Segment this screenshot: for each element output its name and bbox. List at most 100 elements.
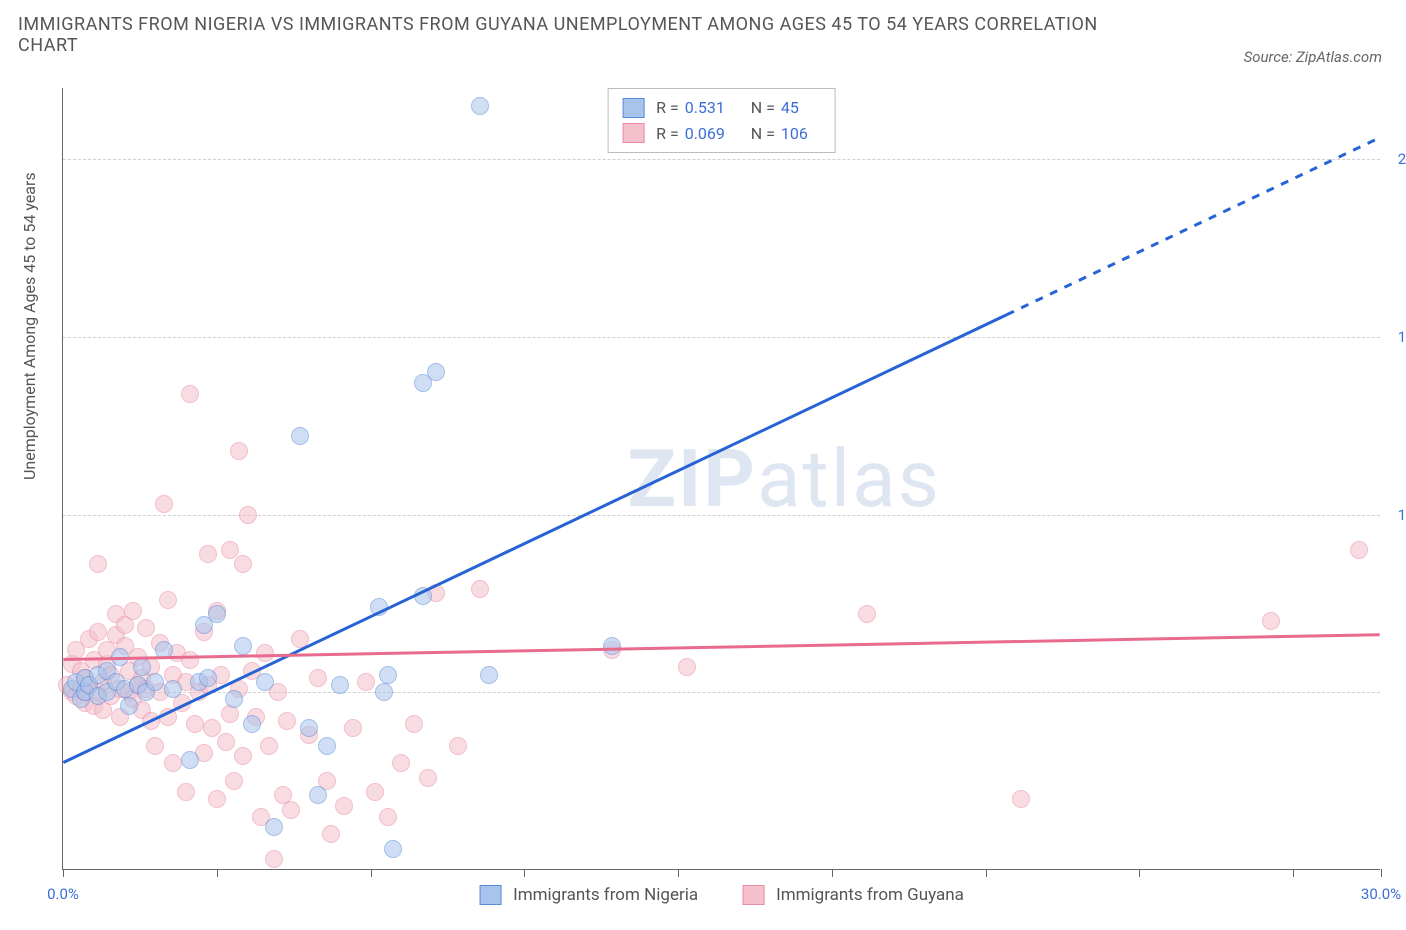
point-nigeria [300, 719, 318, 737]
swatch-guyana-icon [742, 885, 764, 905]
point-guyana [159, 591, 177, 609]
y-tick-label: 20.0% [1398, 150, 1406, 168]
point-nigeria [379, 666, 397, 684]
point-guyana [159, 708, 177, 726]
point-nigeria [234, 637, 252, 655]
point-nigeria [133, 658, 151, 676]
point-nigeria [265, 818, 283, 836]
y-axis-label: Unemployment Among Ages 45 to 54 years [20, 172, 39, 480]
point-guyana [89, 555, 107, 573]
gridline [63, 337, 1380, 338]
point-nigeria [120, 697, 138, 715]
point-guyana [142, 712, 160, 730]
point-guyana [208, 790, 226, 808]
point-guyana [366, 783, 384, 801]
point-guyana [146, 737, 164, 755]
point-nigeria [146, 673, 164, 691]
x-tick-label: 30.0% [1361, 885, 1401, 903]
legend-row-nigeria: R = 0.531 N = 45 [622, 95, 821, 121]
point-guyana [225, 772, 243, 790]
y-tick-label: 15.0% [1398, 328, 1406, 346]
point-guyana [291, 630, 309, 648]
point-guyana [471, 580, 489, 598]
legend-item-nigeria: Immigrants from Nigeria [479, 885, 698, 905]
point-nigeria [471, 97, 489, 115]
point-guyana [199, 545, 217, 563]
point-guyana [278, 712, 296, 730]
swatch-guyana [622, 123, 644, 143]
point-nigeria [384, 840, 402, 858]
x-tick [524, 869, 525, 877]
x-tick [217, 869, 218, 877]
point-nigeria [199, 669, 217, 687]
x-tick [371, 869, 372, 877]
point-guyana [1350, 541, 1368, 559]
legend-item-guyana: Immigrants from Guyana [742, 885, 964, 905]
legend-row-guyana: R = 0.069 N = 106 [622, 121, 821, 147]
point-guyana [678, 658, 696, 676]
legend-series: Immigrants from Nigeria Immigrants from … [479, 885, 964, 905]
point-guyana [419, 769, 437, 787]
x-tick-label: 0.0% [47, 885, 79, 903]
swatch-nigeria-icon [479, 885, 501, 905]
point-nigeria [427, 363, 445, 381]
point-guyana [124, 602, 142, 620]
x-tick [1381, 869, 1382, 877]
point-nigeria [331, 676, 349, 694]
point-nigeria [208, 605, 226, 623]
gridline [63, 159, 1380, 160]
point-guyana [357, 673, 375, 691]
point-guyana [239, 506, 257, 524]
point-guyana [234, 747, 252, 765]
point-nigeria [603, 637, 621, 655]
point-guyana [230, 442, 248, 460]
point-nigeria [181, 751, 199, 769]
gridline [63, 692, 1380, 693]
chart-plot-area: ZIPatlas R = 0.531 N = 45 R = 0.069 N = … [62, 88, 1380, 870]
x-tick [1293, 869, 1294, 877]
point-guyana [221, 541, 239, 559]
point-guyana [309, 669, 327, 687]
y-tick-label: 10.0% [1398, 506, 1406, 524]
legend-statistics: R = 0.531 N = 45 R = 0.069 N = 106 [607, 88, 836, 153]
point-nigeria [480, 666, 498, 684]
x-tick [678, 869, 679, 877]
point-guyana [260, 737, 278, 755]
point-guyana [344, 719, 362, 737]
x-tick [832, 869, 833, 877]
swatch-nigeria [622, 98, 644, 118]
point-guyana [265, 850, 283, 868]
point-nigeria [225, 690, 243, 708]
point-guyana [181, 385, 199, 403]
x-tick [986, 869, 987, 877]
source-attribution: Source: ZipAtlas.com [1244, 48, 1382, 66]
point-guyana [181, 651, 199, 669]
point-nigeria [318, 737, 336, 755]
point-guyana [335, 797, 353, 815]
point-guyana [392, 754, 410, 772]
point-nigeria [414, 587, 432, 605]
watermark: ZIPatlas [627, 432, 940, 526]
gridline [63, 515, 1380, 516]
point-nigeria [155, 641, 173, 659]
point-guyana [155, 495, 173, 513]
x-tick [1139, 869, 1140, 877]
point-nigeria [309, 786, 327, 804]
point-nigeria [164, 680, 182, 698]
point-nigeria [243, 715, 261, 733]
point-guyana [379, 808, 397, 826]
point-guyana [322, 825, 340, 843]
point-guyana [217, 733, 235, 751]
point-nigeria [370, 598, 388, 616]
trendlines-layer [63, 88, 1380, 869]
point-guyana [186, 715, 204, 733]
point-nigeria [111, 648, 129, 666]
point-guyana [282, 801, 300, 819]
point-guyana [234, 555, 252, 573]
point-guyana [203, 719, 221, 737]
point-guyana [1012, 790, 1030, 808]
point-guyana [1262, 612, 1280, 630]
x-tick [63, 869, 64, 877]
point-nigeria [256, 673, 274, 691]
point-guyana [858, 605, 876, 623]
